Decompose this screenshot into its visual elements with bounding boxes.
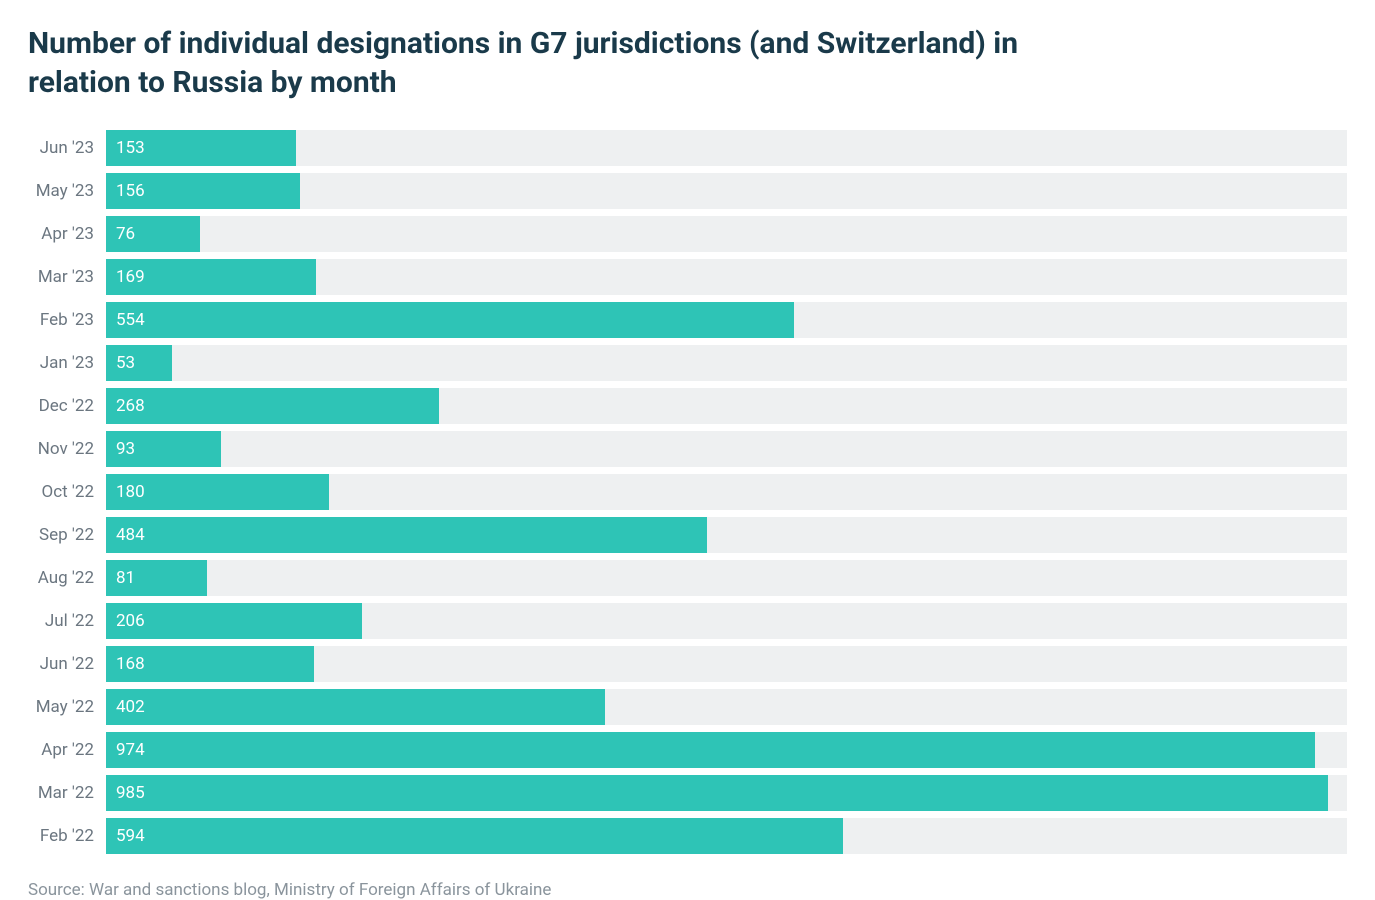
- bar-track: 81: [106, 560, 1347, 596]
- source-text: Source: War and sanctions blog, Ministry…: [28, 880, 1347, 900]
- chart-row: Jan '23 53: [28, 345, 1347, 381]
- chart-row: Mar '23 169: [28, 259, 1347, 295]
- bar-value-label: 554: [116, 310, 145, 330]
- bar: 168: [106, 646, 314, 682]
- bar-value-label: 974: [116, 740, 145, 760]
- chart-row: May '22 402: [28, 689, 1347, 725]
- bar-track: 53: [106, 345, 1347, 381]
- bar-track: 156: [106, 173, 1347, 209]
- bar-track: 402: [106, 689, 1347, 725]
- bar: 81: [106, 560, 207, 596]
- bar-track: 168: [106, 646, 1347, 682]
- y-axis-label: Jun '23: [28, 138, 106, 158]
- chart-row: Jun '22 168: [28, 646, 1347, 682]
- bar-value-label: 168: [116, 654, 145, 674]
- chart-row: Aug '22 81: [28, 560, 1347, 596]
- y-axis-label: Jun '22: [28, 654, 106, 674]
- y-axis-label: Dec '22: [28, 396, 106, 416]
- bar-track: 93: [106, 431, 1347, 467]
- bar-track: 180: [106, 474, 1347, 510]
- bar-track: 153: [106, 130, 1347, 166]
- y-axis-label: Apr '23: [28, 224, 106, 244]
- chart-row: Jul '22 206: [28, 603, 1347, 639]
- y-axis-label: Sep '22: [28, 525, 106, 545]
- y-axis-label: Feb '23: [28, 310, 106, 330]
- bar-value-label: 180: [116, 482, 145, 502]
- y-axis-label: May '23: [28, 181, 106, 201]
- bar: 53: [106, 345, 172, 381]
- bar-value-label: 76: [116, 224, 135, 244]
- bar-track: 206: [106, 603, 1347, 639]
- y-axis-label: Feb '22: [28, 826, 106, 846]
- y-axis-label: May '22: [28, 697, 106, 717]
- chart-row: Apr '22 974: [28, 732, 1347, 768]
- chart-row: Dec '22 268: [28, 388, 1347, 424]
- bar: 76: [106, 216, 200, 252]
- bar: 402: [106, 689, 605, 725]
- chart-row: Apr '23 76: [28, 216, 1347, 252]
- chart-row: Sep '22 484: [28, 517, 1347, 553]
- bar: 985: [106, 775, 1328, 811]
- bar: 156: [106, 173, 300, 209]
- bar: 594: [106, 818, 843, 854]
- bar: 206: [106, 603, 362, 639]
- bar: 268: [106, 388, 439, 424]
- y-axis-label: Oct '22: [28, 482, 106, 502]
- chart-row: Jun '23 153: [28, 130, 1347, 166]
- bar-chart: Jun '23 153 May '23 156 Apr '23 76 Mar '23 169 F…: [28, 130, 1347, 854]
- bar-value-label: 93: [116, 439, 135, 459]
- chart-row: Mar '22 985: [28, 775, 1347, 811]
- y-axis-label: Jan '23: [28, 353, 106, 373]
- y-axis-label: Mar '23: [28, 267, 106, 287]
- y-axis-label: Jul '22: [28, 611, 106, 631]
- bar: 169: [106, 259, 316, 295]
- bar-value-label: 206: [116, 611, 145, 631]
- bar-value-label: 153: [116, 138, 145, 158]
- bar-value-label: 53: [116, 353, 135, 373]
- bar-value-label: 81: [116, 568, 135, 588]
- y-axis-label: Mar '22: [28, 783, 106, 803]
- bar: 484: [106, 517, 707, 553]
- bar-value-label: 594: [116, 826, 145, 846]
- chart-row: Oct '22 180: [28, 474, 1347, 510]
- bar-value-label: 169: [116, 267, 145, 287]
- chart-row: May '23 156: [28, 173, 1347, 209]
- bar-value-label: 484: [116, 525, 145, 545]
- chart-row: Nov '22 93: [28, 431, 1347, 467]
- chart-title: Number of individual designations in G7 …: [28, 24, 1128, 102]
- bar-track: 76: [106, 216, 1347, 252]
- y-axis-label: Aug '22: [28, 568, 106, 588]
- bar-track: 554: [106, 302, 1347, 338]
- chart-row: Feb '22 594: [28, 818, 1347, 854]
- bar-value-label: 156: [116, 181, 145, 201]
- bar-value-label: 985: [116, 783, 145, 803]
- bar-track: 594: [106, 818, 1347, 854]
- bar: 974: [106, 732, 1315, 768]
- bar-value-label: 268: [116, 396, 145, 416]
- bar-value-label: 402: [116, 697, 145, 717]
- y-axis-label: Nov '22: [28, 439, 106, 459]
- bar: 93: [106, 431, 221, 467]
- bar: 554: [106, 302, 794, 338]
- bar-track: 974: [106, 732, 1347, 768]
- bar-track: 985: [106, 775, 1347, 811]
- bar: 180: [106, 474, 329, 510]
- y-axis-label: Apr '22: [28, 740, 106, 760]
- bar-track: 169: [106, 259, 1347, 295]
- bar: 153: [106, 130, 296, 166]
- bar-track: 484: [106, 517, 1347, 553]
- chart-row: Feb '23 554: [28, 302, 1347, 338]
- bar-track: 268: [106, 388, 1347, 424]
